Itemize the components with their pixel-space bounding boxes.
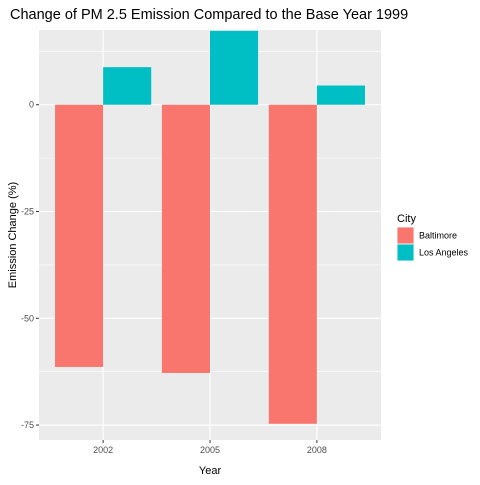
legend-label: Los Angeles [419,248,469,258]
y-tick-label: -50 [21,313,34,323]
y-tick-label: -25 [21,207,34,217]
legend: City Baltimore Los Angeles [397,213,469,261]
bar [316,85,365,105]
chart-title: Change of PM 2.5 Emission Compared to th… [10,7,408,23]
bar [210,30,259,105]
x-axis-title: Year [199,465,222,477]
legend-title: City [397,213,416,225]
bar [103,67,152,105]
bar [55,104,104,367]
legend-swatch [397,244,414,261]
y-axis: 0 -25 -50 -75 [21,100,39,430]
y-tick-label: -75 [21,420,34,430]
x-axis: 2002 2005 2008 [93,440,327,455]
y-axis-title: Emission Change (%) [7,182,19,288]
legend-label: Baltimore [419,231,457,241]
x-tick-label: 2002 [93,445,113,455]
bars [55,30,365,424]
y-tick-label: 0 [29,100,34,110]
legend-swatch [397,227,414,244]
bar [161,104,210,373]
bar [268,104,317,424]
x-tick-label: 2008 [307,445,327,455]
x-tick-label: 2005 [200,445,220,455]
